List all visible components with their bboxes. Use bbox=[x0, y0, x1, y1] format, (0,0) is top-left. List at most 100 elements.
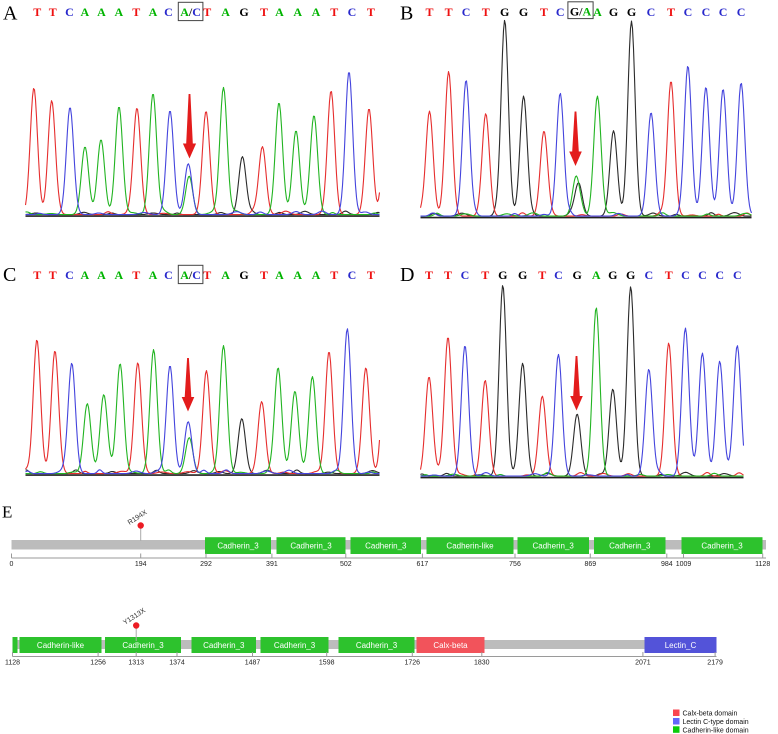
svg-text:A: A bbox=[80, 268, 89, 282]
svg-text:1487: 1487 bbox=[245, 660, 261, 667]
svg-text:A/C: A/C bbox=[180, 5, 201, 19]
svg-text:1128: 1128 bbox=[5, 660, 20, 667]
svg-text:Cadherin_3: Cadherin_3 bbox=[701, 542, 743, 551]
svg-text:756: 756 bbox=[509, 561, 521, 568]
svg-text:A: A bbox=[97, 5, 106, 19]
svg-text:1313: 1313 bbox=[128, 660, 144, 667]
svg-text:C: C bbox=[715, 268, 724, 282]
svg-text:0: 0 bbox=[10, 561, 14, 568]
svg-text:A: A bbox=[275, 268, 284, 282]
svg-text:G: G bbox=[626, 268, 635, 282]
svg-text:C: C bbox=[737, 5, 746, 19]
svg-text:T: T bbox=[330, 268, 338, 282]
svg-text:A: A bbox=[3, 3, 18, 25]
svg-text:1128: 1128 bbox=[755, 561, 770, 568]
svg-text:A: A bbox=[221, 268, 230, 282]
svg-text:T: T bbox=[132, 268, 140, 282]
svg-text:617: 617 bbox=[417, 561, 429, 568]
svg-text:1374: 1374 bbox=[169, 660, 185, 667]
svg-text:A: A bbox=[275, 5, 284, 19]
svg-text:Cadherin_3: Cadherin_3 bbox=[533, 542, 575, 551]
svg-text:A: A bbox=[149, 268, 158, 282]
svg-text:Cadherin-like: Cadherin-like bbox=[446, 542, 494, 551]
svg-text:Cadherin_3: Cadherin_3 bbox=[356, 641, 398, 650]
svg-text:1256: 1256 bbox=[90, 660, 106, 667]
svg-text:T: T bbox=[482, 5, 490, 19]
svg-text:C: C bbox=[164, 5, 173, 19]
svg-text:C: C bbox=[681, 268, 690, 282]
svg-text:G: G bbox=[239, 5, 248, 19]
svg-text:T: T bbox=[425, 5, 433, 19]
svg-text:C: C bbox=[65, 268, 74, 282]
svg-text:Cadherin-like domain: Cadherin-like domain bbox=[683, 728, 749, 734]
svg-text:G: G bbox=[498, 268, 507, 282]
svg-text:T: T bbox=[667, 5, 675, 19]
svg-text:C: C bbox=[644, 268, 653, 282]
svg-text:T: T bbox=[481, 268, 489, 282]
svg-text:C: C bbox=[647, 5, 656, 19]
svg-text:C: C bbox=[462, 5, 471, 19]
svg-text:T: T bbox=[203, 268, 211, 282]
svg-text:A: A bbox=[593, 5, 602, 19]
svg-text:Cadherin_3: Cadherin_3 bbox=[203, 641, 245, 650]
svg-text:C: C bbox=[461, 268, 470, 282]
svg-text:Cadherin_3: Cadherin_3 bbox=[217, 542, 259, 551]
svg-text:A: A bbox=[312, 5, 321, 19]
svg-text:G: G bbox=[239, 268, 248, 282]
svg-text:T: T bbox=[367, 268, 375, 282]
svg-text:T: T bbox=[425, 268, 433, 282]
svg-text:G: G bbox=[609, 5, 618, 19]
svg-text:C: C bbox=[733, 268, 742, 282]
svg-text:A: A bbox=[293, 268, 302, 282]
svg-text:T: T bbox=[330, 5, 338, 19]
svg-text:G: G bbox=[573, 268, 582, 282]
svg-text:A: A bbox=[80, 5, 89, 19]
svg-text:G: G bbox=[518, 268, 527, 282]
svg-text:G: G bbox=[500, 5, 509, 19]
svg-text:C: C bbox=[3, 264, 16, 286]
svg-text:T: T bbox=[444, 268, 452, 282]
svg-text:1830: 1830 bbox=[474, 660, 490, 667]
svg-text:C: C bbox=[556, 5, 565, 19]
svg-text:C: C bbox=[554, 268, 563, 282]
svg-text:A: A bbox=[592, 268, 601, 282]
svg-text:Calx-beta domain: Calx-beta domain bbox=[683, 711, 738, 718]
svg-text:Cadherin_3: Cadherin_3 bbox=[122, 641, 164, 650]
svg-text:2071: 2071 bbox=[635, 660, 651, 667]
svg-text:A: A bbox=[114, 5, 123, 19]
svg-text:T: T bbox=[49, 5, 57, 19]
svg-text:502: 502 bbox=[340, 561, 352, 568]
svg-text:Cadherin_3: Cadherin_3 bbox=[290, 542, 332, 551]
svg-text:C: C bbox=[164, 268, 173, 282]
svg-text:B: B bbox=[400, 3, 413, 25]
svg-text:T: T bbox=[445, 5, 453, 19]
svg-text:T: T bbox=[49, 268, 57, 282]
svg-text:Lectin_C: Lectin_C bbox=[665, 641, 697, 650]
svg-text:G: G bbox=[627, 5, 636, 19]
svg-text:A/C: A/C bbox=[180, 268, 201, 282]
svg-text:E: E bbox=[2, 503, 12, 522]
svg-text:T: T bbox=[33, 5, 41, 19]
svg-text:C: C bbox=[719, 5, 728, 19]
svg-text:292: 292 bbox=[200, 561, 212, 568]
svg-text:T: T bbox=[260, 5, 268, 19]
svg-text:A: A bbox=[312, 268, 321, 282]
svg-text:1726: 1726 bbox=[405, 660, 421, 667]
svg-text:A: A bbox=[149, 5, 158, 19]
svg-text:C: C bbox=[348, 268, 357, 282]
svg-text:T: T bbox=[260, 268, 268, 282]
svg-text:T: T bbox=[540, 5, 548, 19]
svg-text:C: C bbox=[684, 5, 693, 19]
svg-text:T: T bbox=[665, 268, 673, 282]
svg-text:1009: 1009 bbox=[676, 561, 692, 568]
svg-text:Cadherin_3: Cadherin_3 bbox=[365, 542, 407, 551]
svg-text:T: T bbox=[33, 268, 41, 282]
svg-text:T: T bbox=[538, 268, 546, 282]
svg-text:Lectin C-type domain: Lectin C-type domain bbox=[683, 719, 749, 726]
svg-text:C: C bbox=[348, 5, 357, 19]
svg-text:A: A bbox=[293, 5, 302, 19]
svg-text:2179: 2179 bbox=[707, 660, 723, 667]
svg-text:A: A bbox=[114, 268, 123, 282]
svg-text:D: D bbox=[400, 264, 414, 286]
svg-text:A: A bbox=[97, 268, 106, 282]
